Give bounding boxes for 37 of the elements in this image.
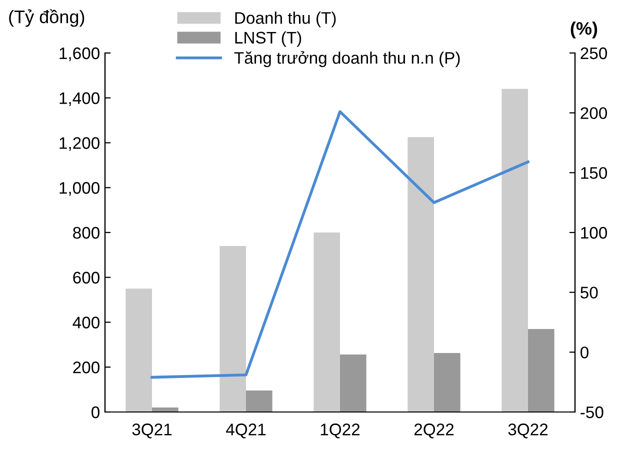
y-tick-label: 1,600 xyxy=(60,47,100,62)
x-tick-label: 1Q22 xyxy=(320,424,360,438)
y2-tick-label: 0 xyxy=(580,346,588,358)
bar xyxy=(126,288,152,412)
legend-label: Doanh thu (T) xyxy=(235,12,336,28)
x-tick-label: 4Q21 xyxy=(226,424,266,438)
x-tick-label: 3Q22 xyxy=(508,424,548,438)
y-tick-label: 200 xyxy=(73,362,100,374)
bar xyxy=(340,354,366,412)
bar xyxy=(314,232,340,412)
y2-tick-label: 100 xyxy=(581,226,608,239)
y-tick-label: 0 xyxy=(92,406,100,418)
y2-tick-label: 250 xyxy=(580,47,608,60)
bar xyxy=(502,88,528,412)
x-tick-label: 3Q21 xyxy=(132,424,172,438)
y-tick-label: 1,000 xyxy=(60,182,100,196)
line-series xyxy=(150,110,530,379)
y2-axis-title: (%) xyxy=(570,22,598,38)
legend-label: LNST (T) xyxy=(235,31,302,47)
y-tick-label: 1,400 xyxy=(60,92,100,106)
x-tick-label: 2Q22 xyxy=(414,424,454,438)
bar xyxy=(220,246,246,412)
y2-tick-label: 200 xyxy=(580,107,608,120)
y-tick-label: 400 xyxy=(72,316,100,328)
y2-tick-label: 50 xyxy=(580,286,598,299)
legend-label: Tăng trưởng doanh thu n.n (P) xyxy=(234,51,460,68)
y-tick-label: 1,200 xyxy=(60,137,100,151)
y2-tick-label: -50 xyxy=(580,406,604,418)
bar xyxy=(408,137,434,412)
bar xyxy=(152,408,178,412)
y-axis-title: (Tỷ đồng) xyxy=(9,9,84,27)
y-tick-label: 800 xyxy=(73,226,100,239)
bar xyxy=(434,352,460,412)
bar xyxy=(528,328,554,412)
y2-tick-label: 150 xyxy=(581,167,608,179)
y-tick-label: 600 xyxy=(73,272,100,284)
bar xyxy=(246,390,272,412)
